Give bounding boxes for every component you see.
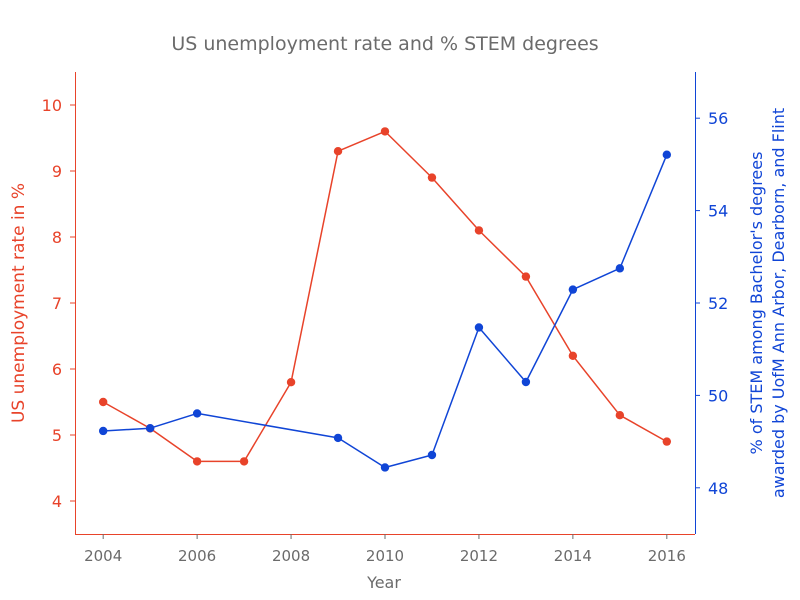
x-ticks: 2004 2006 2008 2010 2012 2014 2016	[84, 534, 686, 565]
stem-percentage-point	[380, 463, 390, 472]
x-tick-label: 2014	[554, 547, 592, 565]
x-tick-label: 2006	[178, 547, 216, 565]
stem-percentage-line	[103, 154, 668, 469]
unemployment-rate-point	[521, 272, 531, 281]
right-y-axis-label-line1: % of STEM among Bachelor's degrees	[747, 152, 766, 455]
x-tick-label: 2004	[84, 547, 122, 565]
unemployment-rate-point	[662, 437, 672, 446]
unemployment-rate-line	[102, 130, 668, 463]
stem-percentage-point	[568, 285, 578, 294]
stem-percentage-point	[145, 424, 155, 433]
right-y-tick-label: 56	[708, 109, 728, 128]
left-y-tick-label: 7	[52, 294, 62, 313]
stem-percentage-point	[98, 426, 108, 436]
stem-percentage-point	[474, 323, 484, 332]
right-y-tick-label: 54	[708, 202, 728, 221]
unemployment-rate-point	[474, 226, 484, 235]
right-y-tick-label: 50	[708, 386, 728, 405]
left-y-tick-label: 10	[42, 96, 62, 115]
unemployment-rate-point	[380, 127, 390, 136]
left-y-tick-label: 4	[52, 492, 62, 511]
unemployment-rate-point	[98, 397, 108, 407]
left-y-tick-label: 6	[52, 360, 62, 379]
left-y-axis-label: US unemployment rate in %	[9, 183, 29, 423]
x-tick-label: 2010	[366, 547, 404, 565]
unemployment-rate-point	[286, 378, 296, 387]
right-y-ticks: 48 50 52 54 56	[695, 109, 728, 498]
right-y-axis-label-line2: awarded by UofM Ann Arbor, Dearborn, and…	[769, 108, 788, 498]
unemployment-rate-point	[568, 351, 578, 360]
unemployment-rate-point	[427, 173, 437, 182]
stem-percentage-point	[521, 377, 531, 387]
x-axis-label: Year	[366, 573, 401, 592]
stem-percentage-point	[333, 433, 343, 443]
chart-title: US unemployment rate and % STEM degrees	[171, 33, 598, 55]
series-layer	[98, 127, 672, 472]
left-y-tick-label: 9	[52, 162, 62, 181]
x-tick-label: 2016	[648, 547, 686, 565]
stem-percentage-point	[662, 150, 672, 159]
unemployment-rate-point	[239, 457, 249, 466]
left-y-tick-label: 5	[52, 426, 62, 445]
stem-percentage-point	[192, 409, 202, 418]
stem-percentage-point	[427, 450, 437, 460]
x-tick-label: 2008	[272, 547, 310, 565]
stem-percentage-point	[615, 264, 625, 273]
left-y-tick-label: 8	[52, 228, 62, 247]
left-y-ticks: 4 5 6 7 8 9 10	[42, 96, 75, 511]
right-y-tick-label: 52	[708, 294, 728, 313]
unemployment-rate-point	[333, 147, 343, 156]
x-tick-label: 2012	[460, 547, 498, 565]
right-y-tick-label: 48	[708, 479, 728, 498]
unemployment-rate-point	[192, 457, 202, 466]
unemployment-rate-point	[615, 411, 625, 420]
